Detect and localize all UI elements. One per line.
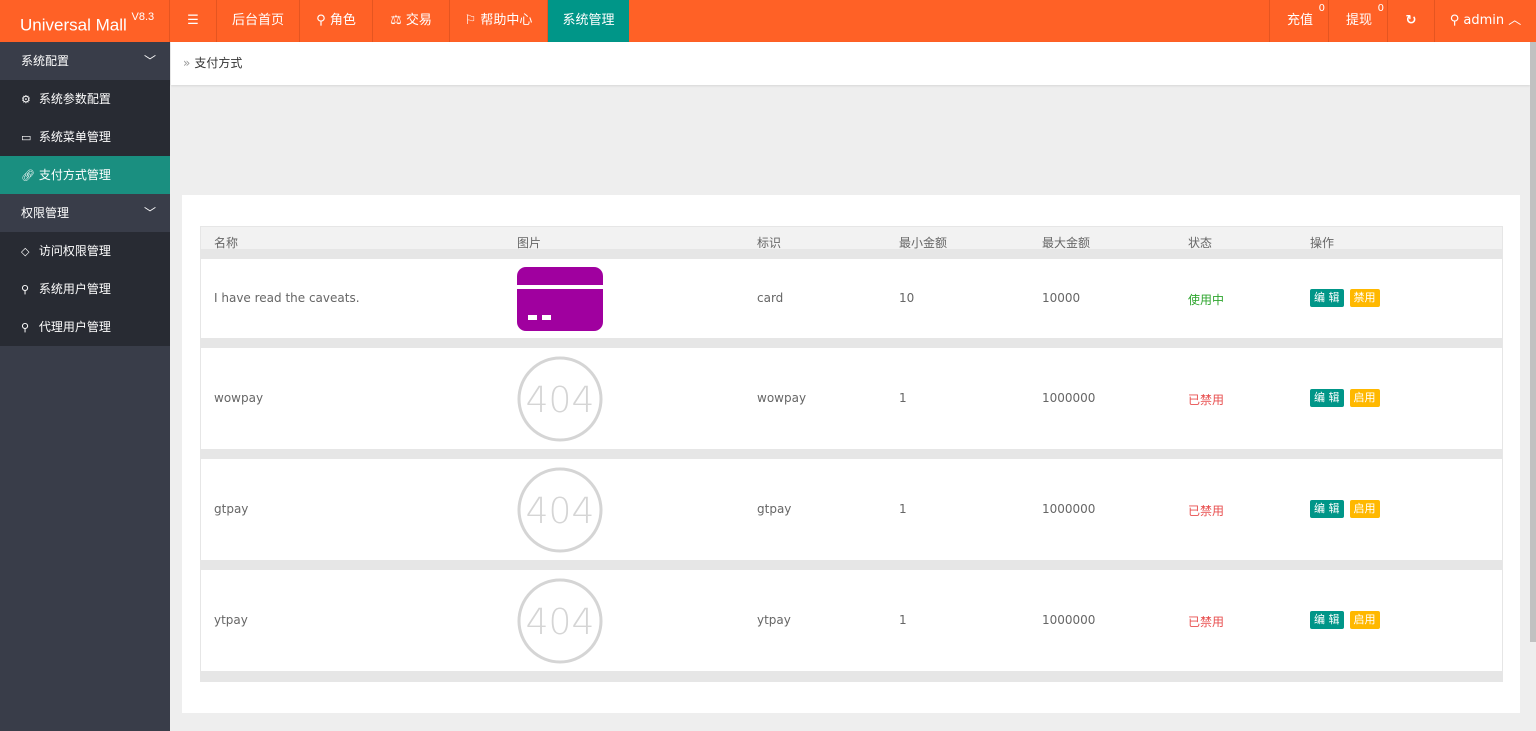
scrollbar[interactable]: [1530, 42, 1536, 642]
status-badge: 已禁用: [1188, 503, 1225, 518]
code-cell: wowpay: [757, 390, 807, 405]
toggle-status-button[interactable]: 禁用: [1349, 288, 1380, 307]
image-404-icon: 404: [517, 356, 603, 441]
toggle-status-button[interactable]: 启用: [1349, 388, 1380, 407]
status-badge: 已禁用: [1188, 614, 1225, 629]
chevron-down-icon: ﹀: [143, 54, 156, 68]
table-row: wowpay 404 wowpay 1 1000000 已禁用 编 辑启用: [201, 348, 1502, 459]
nav-help[interactable]: ⚐ 帮助中心: [450, 0, 548, 42]
sidebar-item-menu[interactable]: ▭ 系统菜单管理: [0, 118, 170, 156]
code-cell: gtpay: [757, 501, 792, 516]
sidebar-item-sysuser[interactable]: ⚲ 系统用户管理: [0, 270, 170, 308]
breadcrumb: » 支付方式: [171, 42, 1530, 85]
table-row: ytpay 404 ytpay 1 1000000 已禁用 编 辑启用: [201, 570, 1502, 681]
actions-cell: 编 辑禁用: [1310, 288, 1386, 307]
sidebar-item-payment[interactable]: 🔗︎ 支付方式管理: [0, 156, 170, 194]
image-cell: 404: [517, 356, 603, 445]
table-header: 名称 图片 标识 最小金额 最大金额 状态 操作: [201, 227, 1502, 259]
name-cell: I have read the caveats.: [214, 290, 360, 305]
max-cell: 1000000: [1042, 501, 1096, 516]
name-cell: gtpay: [214, 501, 249, 516]
min-cell: 1: [899, 501, 907, 516]
min-cell: 1: [899, 390, 907, 405]
image-404-icon: 404: [517, 467, 603, 552]
link-icon: 🔗︎: [21, 169, 35, 182]
table-row: I have read the caveats. card 10 10000 使…: [201, 259, 1502, 348]
image-cell: 404: [517, 467, 603, 556]
gear-icon: ⚙: [21, 93, 31, 106]
withdraw-badge: 0: [1377, 3, 1384, 14]
sidebar-group-config[interactable]: 系统配置 ﹀: [0, 42, 170, 80]
code-cell: card: [757, 290, 784, 305]
actions-cell: 编 辑启用: [1310, 388, 1386, 407]
code-cell: ytpay: [757, 612, 791, 627]
sidebar: 系统配置 ﹀ ⚙ 系统参数配置 ▭ 系统菜单管理 🔗︎ 支付方式管理 权限管理 ﹀ …: [0, 42, 170, 731]
status-badge: 已禁用: [1188, 392, 1225, 407]
image-cell: 404: [517, 578, 603, 667]
content-card: 名称 图片 标识 最小金额 最大金额 状态 操作 I have read the…: [182, 195, 1520, 713]
menu-toggle-icon[interactable]: ☰: [170, 0, 217, 42]
card-icon: [517, 266, 603, 331]
user-menu[interactable]: ⚲ admin ︿: [1449, 13, 1522, 28]
nav-system[interactable]: 系统管理: [548, 0, 629, 42]
user-icon: ⚲: [316, 13, 330, 28]
chevron-down-icon: ﹀: [143, 206, 156, 220]
svg-text:404: 404: [526, 491, 595, 532]
withdraw-button[interactable]: 提现 0: [1329, 0, 1388, 42]
users-icon: ⚲: [21, 321, 30, 334]
scale-icon: ⚖: [390, 13, 406, 28]
user-icon: ⚲: [1449, 13, 1464, 28]
toggle-status-button[interactable]: 启用: [1349, 610, 1380, 629]
sidebar-item-agent[interactable]: ⚲ 代理用户管理: [0, 308, 170, 346]
actions-cell: 编 辑启用: [1310, 499, 1386, 518]
sidebar-item-access[interactable]: ◇ 访问权限管理: [0, 232, 170, 270]
flag-icon: ⚐: [464, 13, 481, 28]
min-cell: 10: [899, 290, 915, 305]
min-cell: 1: [899, 612, 907, 627]
image-404-icon: 404: [517, 578, 603, 663]
top-bar: Universal Mall V8.3 ☰ 后台首页 ⚲ 角色 ⚖ 交易 ⚐ 帮…: [0, 0, 1536, 42]
name-cell: wowpay: [214, 390, 264, 405]
logo: Universal Mall V8.3: [0, 0, 170, 42]
edit-button[interactable]: 编 辑: [1310, 499, 1344, 518]
refresh-icon[interactable]: ↻: [1388, 0, 1435, 42]
window-icon: ▭: [21, 131, 32, 144]
toggle-status-button[interactable]: 启用: [1349, 499, 1380, 518]
max-cell: 10000: [1042, 290, 1081, 305]
svg-text:404: 404: [526, 380, 595, 421]
nav-home[interactable]: 后台首页: [217, 0, 300, 42]
name-cell: ytpay: [214, 612, 248, 627]
sidebar-group-permission[interactable]: 权限管理 ﹀: [0, 194, 170, 232]
image-cell: [517, 266, 603, 334]
double-chevron-icon: »: [183, 56, 191, 70]
shield-icon: ◇: [21, 245, 30, 258]
version: V8.3: [131, 11, 155, 23]
sidebar-item-params[interactable]: ⚙ 系统参数配置: [0, 80, 170, 118]
max-cell: 1000000: [1042, 612, 1096, 627]
recharge-button[interactable]: 充值 0: [1269, 0, 1329, 42]
payment-table: 名称 图片 标识 最小金额 最大金额 状态 操作 I have read the…: [200, 226, 1503, 682]
svg-text:404: 404: [526, 602, 595, 643]
table-row: gtpay 404 gtpay 1 1000000 已禁用 编 辑启用: [201, 459, 1502, 570]
nav-trade[interactable]: ⚖ 交易: [373, 0, 450, 42]
max-cell: 1000000: [1042, 390, 1096, 405]
edit-button[interactable]: 编 辑: [1310, 288, 1344, 307]
user-icon: ⚲: [21, 283, 30, 296]
actions-cell: 编 辑启用: [1310, 610, 1386, 629]
edit-button[interactable]: 编 辑: [1310, 388, 1344, 407]
recharge-badge: 0: [1318, 3, 1325, 14]
nav-role[interactable]: ⚲ 角色: [300, 0, 373, 42]
chevron-up-icon: ︿: [1508, 13, 1522, 28]
status-badge: 使用中: [1188, 292, 1225, 307]
edit-button[interactable]: 编 辑: [1310, 610, 1344, 629]
